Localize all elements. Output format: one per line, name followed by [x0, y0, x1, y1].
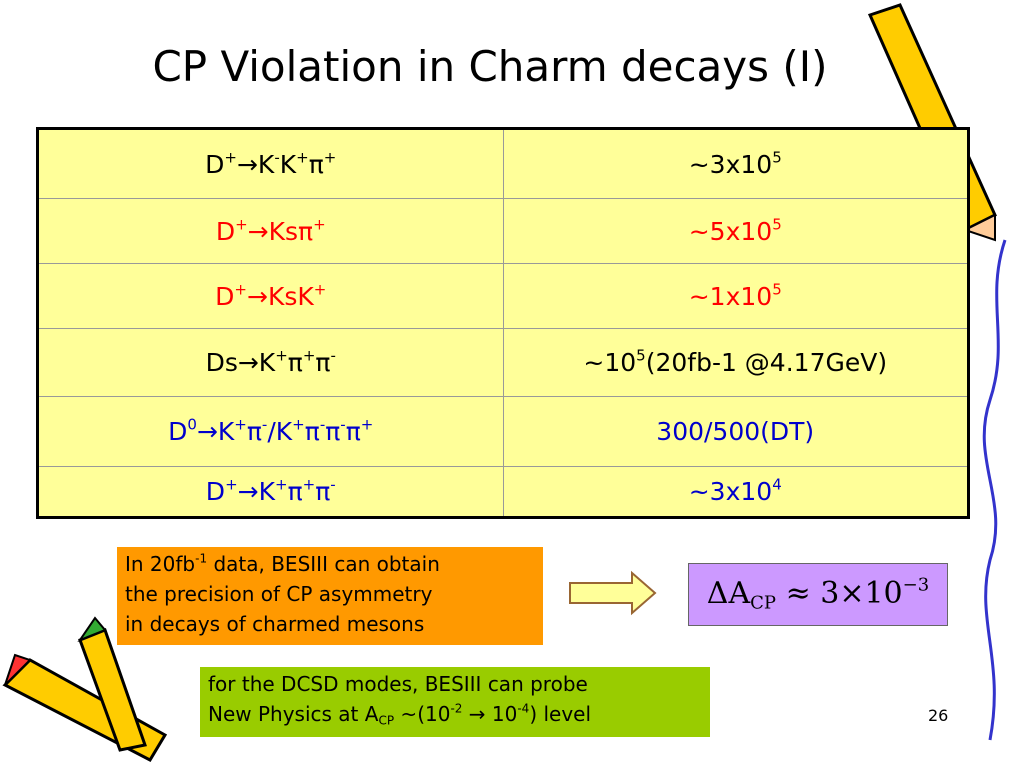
text-run: CP [378, 713, 395, 728]
text-run: 5 [772, 148, 782, 166]
text-run: Ds→K [205, 348, 276, 377]
table-cell: D0→K+π-/K+π-π-π+ [37, 396, 504, 467]
table-cell: D+→K-K+π+ [37, 128, 504, 199]
text-run: →K [237, 477, 275, 506]
text-run: - [319, 415, 326, 434]
text-run: + [302, 346, 316, 365]
text-run: for the DCSD modes, BESIII can probe New… [208, 672, 588, 726]
text-run: + [296, 148, 309, 166]
text-run: 5 [772, 215, 782, 233]
text-run: −3 [902, 574, 930, 596]
text-run: π [315, 348, 331, 377]
text-run: 5 [772, 280, 782, 298]
text-run: - [330, 346, 336, 365]
text-run: π [304, 417, 320, 446]
dcsd-box: for the DCSD modes, BESIII can probe New… [200, 667, 710, 737]
text-run: - [330, 475, 336, 494]
table-cell: ~1x105 [502, 263, 969, 329]
table-cell: ~3x105 [502, 128, 969, 199]
table-cell: ~3x104 [502, 466, 969, 518]
text-run: π [246, 417, 262, 446]
table-cell: D+→KsK+ [37, 263, 504, 329]
pencil-bottom [2, 616, 168, 762]
text-run: ΔA [706, 576, 751, 611]
text-run: 0 [187, 415, 197, 434]
text-run: D [205, 477, 226, 506]
text-run: - [340, 415, 346, 434]
page-number: 26 [928, 706, 949, 725]
text-run: π [287, 348, 303, 377]
text-run: ~1x10 [688, 281, 773, 311]
text-run: data, BESIII can obtain the precision of… [125, 552, 440, 636]
text-run: ≈ 3×10 [776, 576, 903, 611]
table-row: D+→K-K+π+ ~3x105 [37, 128, 969, 199]
text-run: π [345, 417, 361, 446]
table-row: D+→K+π+π- ~3x104 [37, 466, 969, 518]
text-run: D [215, 281, 235, 311]
text-run: →K [196, 417, 235, 446]
table-cell: ~105(20fb-1 @4.17GeV) [502, 328, 969, 397]
text-run: CP [750, 592, 777, 614]
text-run: + [302, 475, 316, 494]
text-run: -1 [195, 551, 208, 566]
text-run: + [234, 280, 247, 298]
text-run: + [275, 346, 288, 365]
text-run: -4 [517, 701, 530, 716]
text-run: →K [236, 149, 275, 179]
formula: ΔACP ≈ 3×10−3 [688, 563, 948, 626]
text-run: → 10 [462, 702, 518, 726]
text-run: + [313, 280, 327, 298]
table-row: D+→KsK+ ~1x105 [37, 263, 969, 329]
table-cell: D+→K+π+π- [37, 466, 504, 518]
text-run: + [360, 415, 374, 434]
text-run: + [235, 215, 248, 233]
text-run: 5 [636, 346, 646, 365]
text-run: + [313, 215, 326, 233]
text-run: - [261, 415, 268, 434]
text-run: →Ksπ [247, 216, 314, 246]
table-row: Ds→K+π+π- ~105(20fb-1 @4.17GeV) [37, 328, 969, 397]
text-run: K [279, 149, 297, 179]
text-run: ~(10 [394, 702, 451, 726]
text-run: -2 [450, 701, 463, 716]
text-run: (20fb-1 @4.17GeV) [645, 348, 888, 377]
text-run: π [325, 417, 341, 446]
text-run: π [315, 477, 331, 506]
table-row: D+→Ksπ+ ~5x105 [37, 198, 969, 264]
text-run: π [308, 149, 324, 179]
data-table: D+→K-K+π+ ~3x105 D+→Ksπ+ ~5x105 D+→KsK+ ~1x10… [36, 127, 970, 519]
text-run: D [215, 216, 236, 246]
text-run: D [205, 149, 225, 179]
text-run: + [323, 148, 337, 166]
text-run: In 20fb [125, 552, 196, 576]
table-cell: Ds→K+π+π- [37, 328, 504, 397]
text-run: ~3x10 [688, 477, 773, 506]
text-run: ~3x10 [688, 149, 773, 179]
text-run: + [274, 475, 288, 494]
text-run: 300/500(DT) [656, 417, 815, 446]
text-run: D [168, 417, 188, 446]
text-run: ~10 [583, 348, 637, 377]
text-run: ~5x10 [688, 216, 773, 246]
table-row: D0→K+π-/K+π-π-π+ 300/500(DT) [37, 396, 969, 467]
text-run: - [274, 148, 280, 166]
text-run: 4 [772, 475, 782, 494]
text-run: π [287, 477, 303, 506]
text-run: + [292, 415, 305, 434]
table-cell: ~5x105 [502, 198, 969, 264]
squiggle [982, 239, 1007, 741]
text-run: + [225, 475, 238, 494]
text-run: + [224, 148, 237, 166]
text-run: ) level [529, 702, 592, 726]
text-run: →KsK [247, 281, 314, 311]
arrow [569, 570, 657, 616]
table-cell: 300/500(DT) [502, 396, 969, 467]
text-run: /K [267, 417, 293, 446]
text-run: + [234, 415, 247, 434]
note-box: In 20fb-1 data, BESIII can obtain the pr… [117, 547, 543, 645]
table-cell: D+→Ksπ+ [37, 198, 504, 264]
slide-title: CP Violation in Charm decays (I) [152, 42, 828, 91]
